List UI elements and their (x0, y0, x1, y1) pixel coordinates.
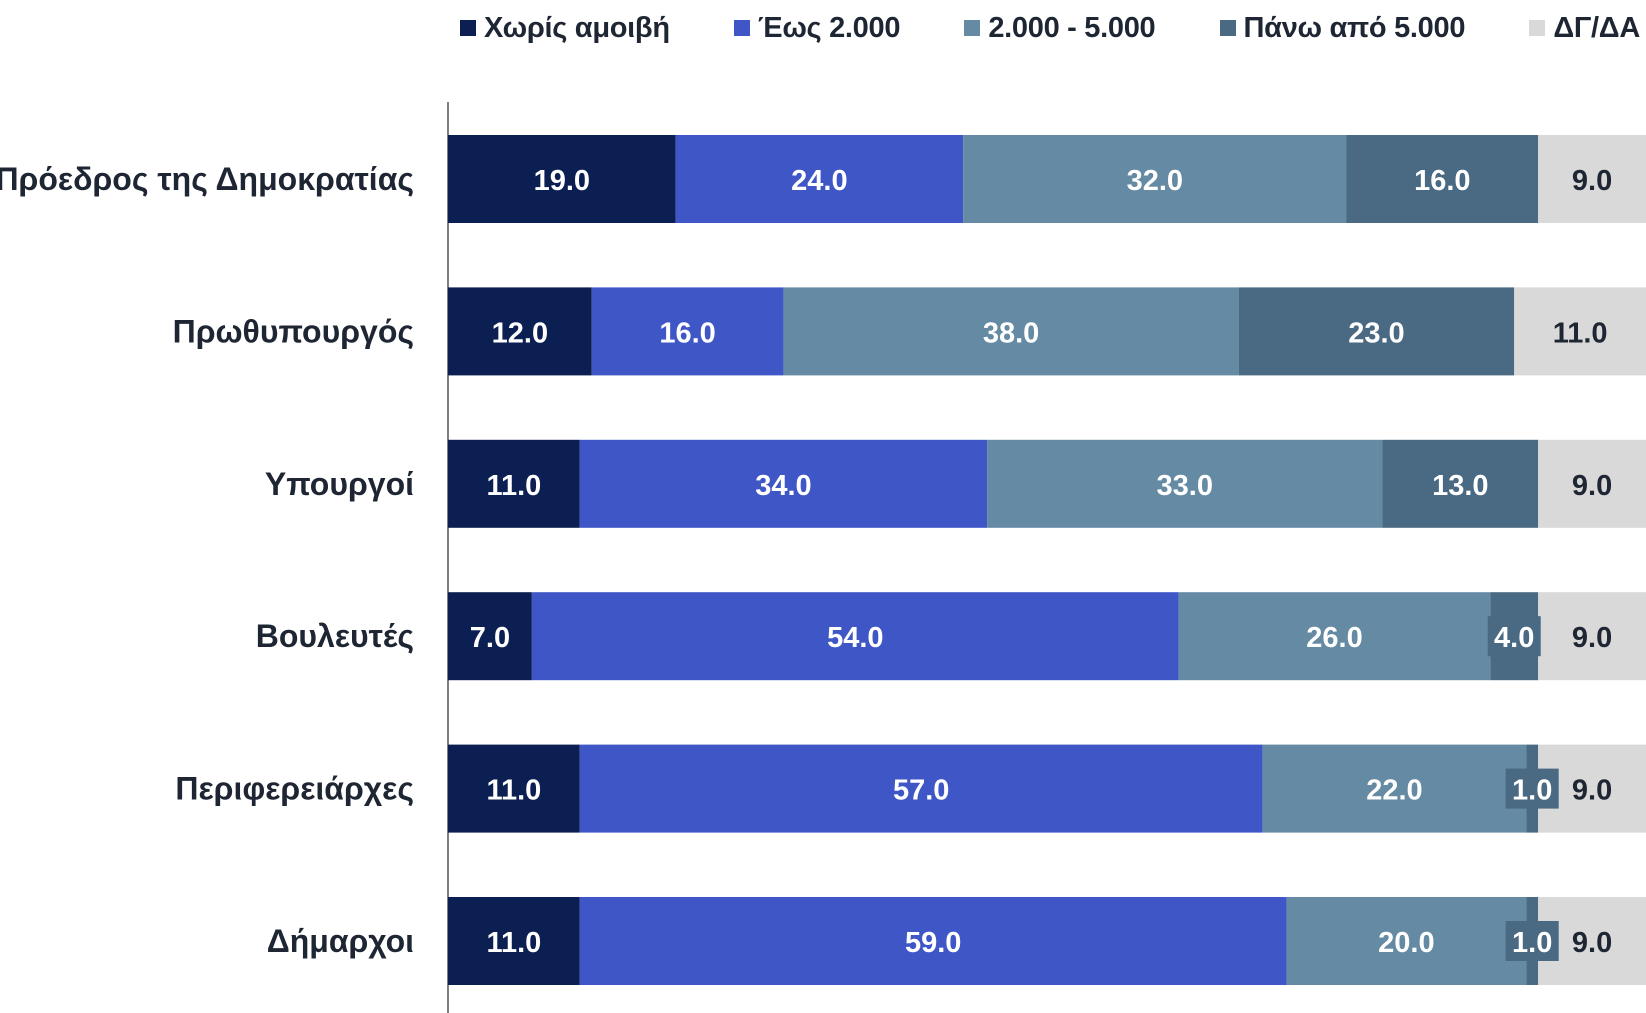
data-label: 11.0 (486, 470, 541, 502)
bar-segment (448, 287, 592, 376)
legend-label: Έως 2.000 (757, 11, 901, 44)
data-label: 23.0 (1348, 317, 1404, 349)
data-label: 11.0 (486, 775, 541, 807)
data-label: 33.0 (1157, 470, 1213, 502)
bar-segment (1346, 135, 1539, 223)
data-label: 38.0 (983, 317, 1039, 349)
bar-segment (1514, 287, 1646, 376)
bar-segment (1382, 439, 1539, 528)
bar-segment (448, 135, 676, 223)
legend-item: Χωρίς αμοιβή (460, 12, 670, 45)
legend-swatch (1219, 20, 1236, 36)
legend-label: 2.000 - 5.000 (988, 11, 1156, 44)
bar-segment (1178, 592, 1491, 681)
bar-segment (579, 744, 1263, 833)
data-label: 9.0 (1572, 622, 1612, 654)
legend-item: 2.000 - 5.000 (964, 11, 1156, 45)
data-label: 22.0 (1366, 775, 1422, 807)
data-label: 9.0 (1572, 927, 1612, 959)
data-label: 4.0 (1494, 622, 1534, 654)
data-label: 16.0 (659, 317, 715, 349)
legend-item: Πάνω από 5.000 (1219, 11, 1466, 45)
bar-segment (1538, 439, 1646, 528)
data-label: 1.0 (1512, 775, 1552, 807)
bar-segment (963, 135, 1347, 223)
legend-label: Πάνω από 5.000 (1243, 11, 1466, 44)
bar-segment (531, 592, 1179, 681)
category-label: Πρόεδρος της Δημοκρατίας (0, 161, 414, 197)
category-label: Βουλευτές (256, 618, 414, 654)
bar-segment (1286, 897, 1527, 985)
data-label: 11.0 (1553, 317, 1608, 349)
bar-segment (448, 592, 532, 681)
data-label-box (1487, 616, 1541, 657)
legend-item: ΔΓ/ΔΑ (1529, 12, 1640, 45)
bar-segment (579, 439, 988, 528)
bar-segment (448, 744, 580, 833)
bar-segment (675, 135, 964, 223)
data-label: 13.0 (1432, 470, 1488, 502)
bar-segment (448, 897, 580, 985)
bar-segment (1538, 592, 1646, 681)
bar-segment (591, 287, 784, 376)
data-label: 16.0 (1414, 165, 1470, 197)
data-label: 1.0 (1512, 927, 1552, 959)
category-label: Δήμαρχοι (267, 923, 414, 959)
bar-segment (1538, 135, 1646, 223)
data-label: 9.0 (1572, 165, 1612, 197)
data-label: 20.0 (1378, 927, 1434, 959)
bar-segment (579, 897, 1287, 985)
legend-swatch (964, 20, 981, 36)
category-label: Πρωθυπουργός (173, 313, 414, 349)
data-label: 9.0 (1572, 775, 1612, 807)
legend-item: Έως 2.000 (733, 11, 901, 45)
data-label: 32.0 (1127, 165, 1183, 197)
data-label: 59.0 (905, 927, 961, 959)
bar-segment (783, 287, 1239, 376)
data-label: 24.0 (791, 165, 847, 197)
data-label: 12.0 (492, 317, 548, 349)
bar-segment (448, 439, 580, 528)
data-label: 26.0 (1306, 622, 1362, 654)
data-label: 11.0 (486, 927, 541, 959)
legend-label: ΔΓ/ΔΑ (1553, 11, 1640, 44)
data-label: 34.0 (755, 470, 811, 502)
legend-label: Χωρίς αμοιβή (484, 11, 670, 44)
category-label: Υπουργοί (265, 466, 414, 502)
bar-segment (1238, 287, 1515, 376)
legend-swatch (733, 20, 750, 36)
data-label: 7.0 (470, 622, 510, 654)
data-label: 54.0 (827, 622, 883, 654)
data-label-box (1505, 768, 1559, 809)
data-label: 57.0 (893, 775, 949, 807)
chart-legend: Χωρίς αμοιβή Έως 2.000 2.000 - 5.000 Πάνω α… (460, 8, 1640, 48)
data-label-box (1505, 921, 1559, 961)
data-label: 9.0 (1572, 470, 1612, 502)
bar-segment (1262, 744, 1527, 833)
legend-swatch (460, 20, 476, 36)
category-label: Περιφερειάρχες (175, 771, 414, 807)
legend-swatch (1529, 20, 1546, 36)
data-label: 19.0 (534, 165, 590, 197)
bar-segment (987, 439, 1383, 528)
